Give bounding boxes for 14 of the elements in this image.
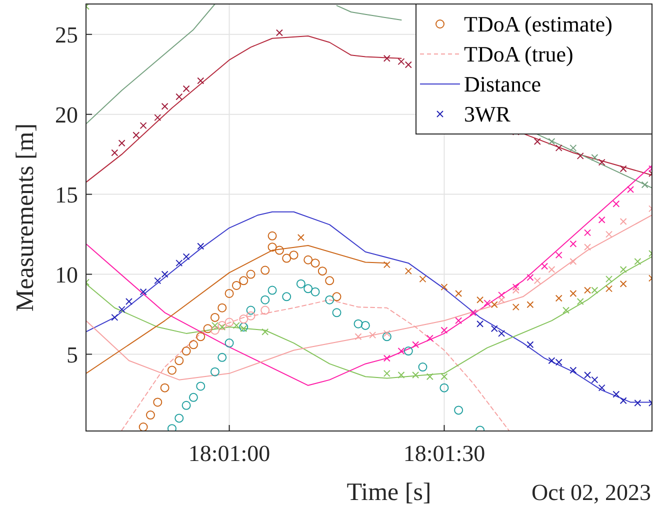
x-tick-label: 18:01:30 <box>403 441 486 466</box>
y-tick-label: 10 <box>55 262 78 288</box>
legend-label: TDoA (true) <box>464 42 574 67</box>
y-tick-label: 15 <box>55 182 78 208</box>
text: Oct 02, 2023 <box>532 480 651 505</box>
y-tick-label: 20 <box>55 102 78 128</box>
legend-label: Distance <box>464 72 541 97</box>
legend-label: 3WR <box>464 102 511 127</box>
y-tick-label: 5 <box>66 342 78 368</box>
x-tick-label: 18:01:00 <box>188 441 270 466</box>
y-tick-label: 25 <box>55 22 78 48</box>
x-axis-title: Time [s] <box>346 479 432 506</box>
legend-label: TDoA (estimate) <box>464 12 612 37</box>
y-axis-title: Measurements [m] <box>12 123 39 312</box>
